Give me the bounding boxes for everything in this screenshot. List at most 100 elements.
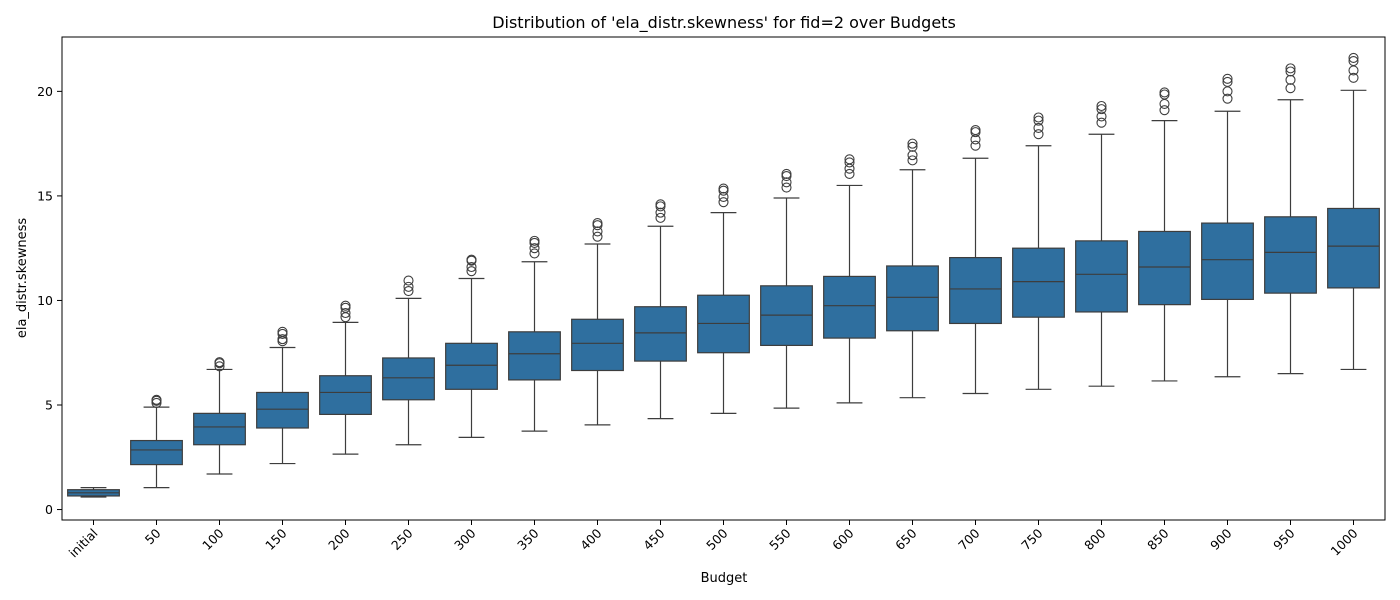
box-750	[1012, 247, 1065, 318]
outlier-point	[403, 275, 414, 286]
outlier-point	[1285, 66, 1296, 77]
box-150	[256, 391, 309, 429]
outlier-point	[1033, 112, 1044, 123]
outlier-point	[403, 285, 414, 297]
outlier-point	[1096, 100, 1107, 112]
box-50	[130, 439, 183, 466]
x-tick-label: 350	[514, 525, 542, 553]
outlier-point	[781, 182, 792, 193]
plot-frame	[61, 36, 1386, 521]
outlier-point	[1285, 74, 1296, 85]
x-tick-label: 950	[1270, 525, 1298, 553]
x-tick-label: 900	[1207, 525, 1235, 553]
x-tick-label: 400	[577, 525, 605, 553]
outlier-point	[781, 170, 792, 182]
box-900	[1201, 222, 1254, 301]
outlier-point	[844, 157, 855, 168]
outlier-point	[970, 140, 981, 151]
outlier-point	[1222, 93, 1233, 104]
outlier-point	[1285, 63, 1296, 74]
box-100	[193, 412, 246, 446]
outlier-point	[529, 248, 540, 259]
outlier-point	[592, 226, 603, 237]
box-650	[886, 265, 939, 332]
box-450	[634, 306, 687, 362]
chart-title: Distribution of 'ela_distr.skewness' for…	[492, 13, 956, 33]
outlier-point	[592, 220, 603, 231]
outlier-point	[1222, 73, 1233, 84]
outlier-point	[1159, 105, 1170, 116]
box-200	[319, 375, 372, 416]
x-tick-label: 100	[199, 525, 227, 553]
x-tick-label: 800	[1081, 525, 1109, 553]
y-tick-label: 20	[37, 84, 53, 99]
outlier-point	[1159, 87, 1170, 98]
outlier-point	[1033, 122, 1044, 134]
x-tick-label: 1000	[1328, 525, 1361, 558]
x-tick-label: 550	[766, 525, 794, 553]
outlier-point	[844, 154, 855, 165]
x-tick-label: initial	[66, 526, 101, 561]
y-tick-label: 10	[37, 293, 53, 308]
x-tick-label: 150	[262, 525, 290, 553]
outlier-point	[1033, 115, 1044, 126]
outlier-point	[718, 185, 729, 196]
box-850	[1138, 230, 1191, 306]
outlier-point	[1222, 76, 1233, 88]
outlier-point	[970, 124, 981, 136]
outlier-point	[529, 243, 540, 254]
box-1000	[1327, 207, 1380, 289]
plot-area: 0 5 10 15 20 initial 50 100 150 200 250 300 350 400 45…	[37, 52, 1380, 561]
outlier-point	[907, 150, 918, 161]
outlier-point	[277, 326, 288, 337]
box-950	[1264, 216, 1317, 294]
outlier-point	[907, 138, 918, 149]
outlier-point	[844, 168, 855, 180]
outlier-point	[1348, 55, 1359, 67]
outlier-point	[340, 302, 351, 313]
outlier-point	[1096, 111, 1107, 122]
box-300	[445, 342, 498, 390]
x-tick-label: 750	[1018, 525, 1046, 553]
outlier-point	[1159, 98, 1170, 109]
outlier-point	[1348, 52, 1359, 63]
outlier-point	[781, 177, 792, 188]
y-tick-label: 0	[45, 502, 53, 517]
outlier-point	[466, 261, 477, 273]
x-tick-label: 650	[892, 525, 920, 553]
outlier-point	[277, 334, 288, 345]
y-tick-label: 5	[45, 398, 53, 413]
outlier-point	[466, 254, 477, 265]
x-tick-label: 500	[703, 525, 731, 553]
outlier-point	[655, 201, 666, 212]
x-tick-label: 450	[640, 525, 668, 553]
outlier-point	[340, 300, 351, 311]
outlier-point	[1285, 83, 1296, 94]
outlier-point	[340, 307, 351, 319]
box-250	[382, 357, 435, 401]
y-axis-label: ela_distr.skewness	[15, 218, 30, 339]
x-axis-label: Budget	[701, 571, 748, 586]
outlier-point	[592, 231, 603, 242]
box-350	[508, 331, 561, 381]
x-tick-label: 50	[142, 525, 164, 547]
outlier-point	[1348, 72, 1359, 83]
outlier-point	[1096, 117, 1107, 128]
box-700	[949, 256, 1002, 325]
outlier-point	[655, 212, 666, 223]
outlier-point	[403, 281, 414, 292]
outlier-point	[907, 141, 918, 152]
outlier-point	[529, 237, 540, 249]
outlier-point	[1096, 104, 1107, 115]
outlier-point	[529, 235, 540, 246]
outlier-point	[592, 218, 603, 229]
outlier-point	[718, 183, 729, 194]
outlier-point	[655, 199, 666, 210]
x-tick-label: 200	[325, 525, 353, 553]
outlier-point	[151, 394, 162, 405]
outlier-point	[907, 155, 918, 166]
box-400	[571, 318, 624, 372]
outlier-point	[718, 191, 729, 203]
outlier-point	[466, 266, 477, 277]
